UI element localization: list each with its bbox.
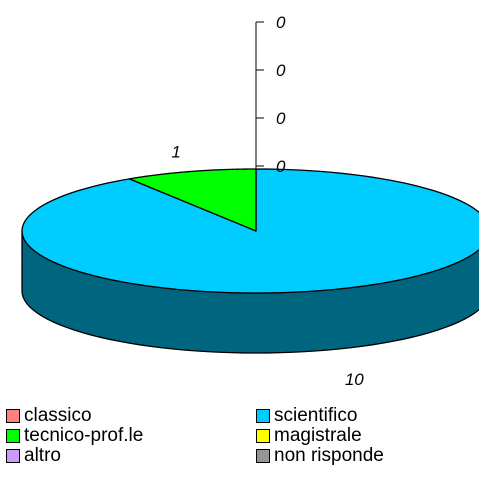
legend-swatch-altro [6, 449, 20, 463]
pie-chart: 0 0 0 0 10 1 [21, 13, 479, 389]
legend-swatch-magistrale [256, 429, 270, 443]
legend-item-classico: classico [6, 406, 92, 426]
legend-item-altro: altro [6, 446, 61, 466]
legend-label-magistrale: magistrale [274, 425, 362, 446]
legend-label-non-risponde: non risponde [274, 445, 384, 466]
legend-item-magistrale: magistrale [256, 426, 362, 446]
legend-swatch-scientifico [256, 409, 270, 423]
legend-swatch-tecnico-prof [6, 429, 20, 443]
legend-label-classico: classico [24, 405, 92, 426]
legend-swatch-classico [6, 409, 20, 423]
pie-slice-scientifico [21, 168, 479, 294]
data-label-scientifico: 10 [345, 370, 364, 389]
data-label-altro: 0 [276, 61, 286, 80]
legend-label-tecnico-prof: tecnico-prof.le [24, 425, 144, 446]
data-label-tecnico-prof-le: 1 [171, 143, 180, 162]
legend-swatch-non-risponde [256, 449, 270, 463]
legend-item-scientifico: scientifico [256, 406, 357, 426]
legend-label-altro: altro [24, 445, 61, 466]
data-label-magistrale: 0 [276, 109, 286, 128]
pie-slice-tecnico-prof-le [128, 168, 257, 232]
legend-item-tecnico-prof: tecnico-prof.le [6, 426, 143, 446]
legend-item-non-risponde: non risponde [256, 446, 384, 466]
chart-legend: classico scientifico tecnico-prof.le mag… [0, 402, 479, 482]
legend-label-scientifico: scientifico [274, 405, 358, 426]
data-label-classico: 0 [276, 157, 286, 176]
data-label-non-risponde: 0 [276, 13, 286, 32]
